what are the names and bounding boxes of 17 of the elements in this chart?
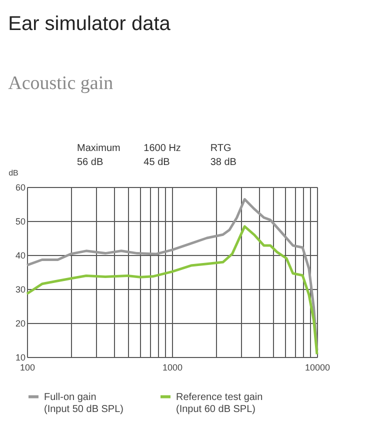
chart-subtitle: Acoustic gain: [8, 73, 114, 94]
chart-title: Ear simulator data: [8, 13, 172, 35]
y-tick-label: 10: [15, 352, 26, 362]
legend-label: Reference test gain (Input 60 dB SPL): [176, 392, 263, 415]
y-axis-title: dB: [8, 168, 18, 178]
legend-label: Full-on gain (Input 50 dB SPL): [44, 392, 124, 415]
y-tick-label: 30: [15, 284, 26, 294]
x-tick-label: 100: [20, 362, 36, 372]
x-tick-label: 1000: [162, 362, 183, 372]
y-tick-label: 40: [15, 250, 26, 260]
y-tick-label: 20: [15, 318, 26, 328]
x-tick-label: 10000: [304, 362, 330, 372]
text: RTG 38 dB: [210, 143, 237, 168]
y-tick-label: 50: [15, 216, 26, 226]
text: 1600 Hz 45 dB: [144, 143, 181, 168]
text: Maximum 56 dB: [77, 143, 120, 168]
y-tick-label: 60: [15, 182, 26, 192]
